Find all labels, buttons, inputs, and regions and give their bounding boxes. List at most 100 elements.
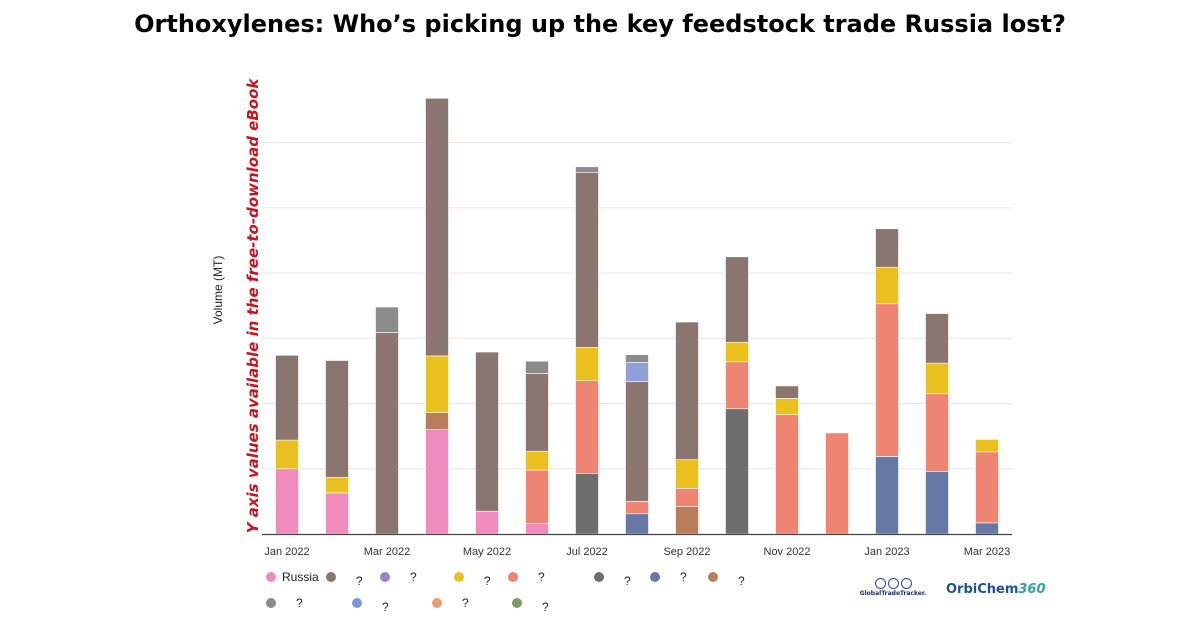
bar-segment bbox=[425, 429, 449, 535]
bar-segment bbox=[775, 414, 799, 535]
legend-label: ? bbox=[356, 574, 363, 588]
bar-segment bbox=[725, 341, 749, 363]
legend-label: ? bbox=[538, 570, 545, 584]
legend-dot-icon bbox=[266, 598, 276, 608]
legend-row: ???? bbox=[262, 592, 822, 618]
bar-segment bbox=[925, 471, 949, 535]
bar-segment bbox=[525, 373, 549, 452]
bar-segment bbox=[675, 506, 699, 535]
legend-label: ? bbox=[462, 596, 469, 610]
x-tick-label: May 2022 bbox=[463, 546, 511, 558]
bar-segment bbox=[975, 439, 999, 453]
legend-dot-icon bbox=[512, 598, 522, 608]
bar-segment bbox=[575, 166, 599, 173]
legend-item[interactable]: ? bbox=[352, 596, 389, 614]
legend-item[interactable]: ? bbox=[508, 570, 545, 584]
legend-dot-icon bbox=[326, 572, 336, 582]
legend-item[interactable]: ? bbox=[432, 596, 469, 610]
x-tick-label: Sep 2022 bbox=[663, 546, 710, 558]
legend-dot-icon bbox=[266, 572, 276, 582]
bar-segment bbox=[775, 385, 799, 399]
x-tick-label: Jan 2023 bbox=[864, 546, 909, 558]
bar-segment bbox=[975, 522, 999, 535]
legend-label: ? bbox=[738, 574, 745, 588]
bar-segment bbox=[625, 513, 649, 535]
bar-segment bbox=[625, 501, 649, 515]
bar-segment bbox=[425, 98, 449, 357]
bar-segment bbox=[625, 381, 649, 502]
legend-label: ? bbox=[382, 600, 389, 614]
bar-segment bbox=[575, 380, 599, 474]
gtt-circles-icon bbox=[858, 576, 928, 590]
chart-title: Orthoxylenes: Who’s picking up the key f… bbox=[134, 10, 1066, 38]
legend-dot-icon bbox=[508, 572, 518, 582]
bar-segment bbox=[875, 456, 899, 535]
legend-label: Russia bbox=[282, 570, 319, 584]
legend-dot-icon bbox=[352, 598, 362, 608]
y-axis-label: Volume (MT) bbox=[211, 256, 225, 325]
x-tick-label: Jul 2022 bbox=[566, 546, 608, 558]
bar-stacks bbox=[275, 98, 999, 535]
legend: Russia??????? ???? bbox=[262, 566, 822, 618]
bar-segment bbox=[575, 172, 599, 348]
bar-segment bbox=[375, 332, 399, 535]
legend-label: ? bbox=[484, 574, 491, 588]
bar-segment bbox=[275, 439, 299, 470]
x-tick-label: Nov 2022 bbox=[763, 546, 810, 558]
legend-dot-icon bbox=[454, 572, 464, 582]
bar-segment bbox=[525, 450, 549, 471]
bar-segment bbox=[425, 355, 449, 413]
bar-segment bbox=[925, 393, 949, 472]
bar-segment bbox=[525, 360, 549, 374]
bar-segment bbox=[675, 488, 699, 507]
bar-segment bbox=[625, 354, 649, 363]
legend-dot-icon bbox=[650, 572, 660, 582]
legend-dot-icon bbox=[380, 572, 390, 582]
bar-segment bbox=[975, 451, 999, 524]
legend-item[interactable]: ? bbox=[326, 570, 363, 588]
bar-segment bbox=[725, 256, 749, 343]
bar-segment bbox=[475, 510, 499, 535]
legend-item[interactable]: ? bbox=[266, 596, 303, 610]
legend-item[interactable]: ? bbox=[380, 570, 417, 584]
bar-segment bbox=[325, 476, 349, 494]
bar-segment bbox=[325, 492, 349, 535]
bar-segment bbox=[725, 361, 749, 410]
legend-label: ? bbox=[296, 596, 303, 610]
x-tick-label: Jan 2022 bbox=[264, 546, 309, 558]
legend-dot-icon bbox=[594, 572, 604, 582]
bar-segment bbox=[475, 351, 499, 512]
bar-segment bbox=[575, 347, 599, 382]
bar-segment bbox=[925, 362, 949, 395]
x-tick-labels: Jan 2022 Mar 2022 May 2022 Jul 2022 Sep 2022… bbox=[264, 546, 1010, 558]
bar-segment bbox=[275, 468, 299, 535]
legend-row: Russia??????? bbox=[262, 566, 822, 592]
legend-item[interactable]: ? bbox=[512, 596, 549, 614]
legend-label: ? bbox=[410, 570, 417, 584]
x-tick-label: Mar 2023 bbox=[964, 546, 1010, 558]
bar-segment bbox=[675, 459, 699, 489]
legend-item[interactable]: ? bbox=[650, 570, 687, 584]
bar-segment bbox=[525, 523, 549, 535]
bar-segment bbox=[875, 228, 899, 268]
logos: GlobalTradeTracker. OrbiChem360 bbox=[858, 576, 1046, 610]
legend-item[interactable]: ? bbox=[594, 570, 631, 588]
bar-segment bbox=[575, 473, 599, 535]
global-trade-tracker-logo: GlobalTradeTracker. bbox=[858, 576, 928, 597]
legend-label: ? bbox=[542, 600, 549, 614]
bar-segment bbox=[525, 469, 549, 524]
bar-segment bbox=[675, 321, 699, 460]
bar-segment bbox=[375, 306, 399, 333]
legend-label: ? bbox=[680, 570, 687, 584]
legend-item[interactable]: Russia bbox=[266, 570, 319, 584]
bar-segment bbox=[775, 398, 799, 415]
bar-segment bbox=[275, 354, 299, 441]
bar-segment bbox=[425, 412, 449, 430]
legend-item[interactable]: ? bbox=[708, 570, 745, 588]
y-axis-note: Y axis values available in the free-to-d… bbox=[244, 78, 262, 534]
x-tick-label: Mar 2022 bbox=[364, 546, 410, 558]
legend-item[interactable]: ? bbox=[454, 570, 491, 588]
bar-segment bbox=[875, 266, 899, 305]
bar-segment bbox=[325, 360, 349, 478]
